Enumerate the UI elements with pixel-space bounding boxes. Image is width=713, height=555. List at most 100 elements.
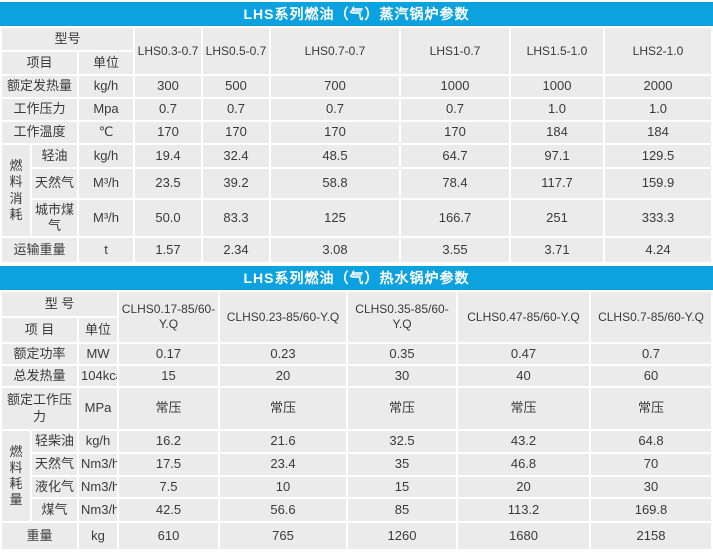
value-cell: 170 [135, 122, 201, 143]
table-row: 城市煤气 M³/h 50.0 83.3 125 166.7 251 333.3 [2, 200, 711, 236]
value-cell: 1.0 [605, 99, 711, 120]
value-cell: 125 [271, 200, 399, 236]
value-cell: 56.6 [220, 499, 346, 521]
fuel-group-label: 燃料消耗 [2, 145, 30, 236]
row-label: 额定发热量 [2, 76, 77, 97]
table-row: 液化气 Nm3/h 7.5 10 15 20 30 [2, 477, 711, 497]
column-header-model: CLHS0.47-85/60-Y.Q [458, 292, 589, 342]
row-label: 天然气 [32, 169, 77, 198]
value-cell: 170 [271, 122, 399, 143]
value-cell: 30 [591, 477, 711, 497]
value-cell: 58.8 [271, 169, 399, 198]
value-cell: 184 [511, 122, 603, 143]
unit-cell: Nm3/h [79, 477, 117, 497]
value-cell: 113.2 [458, 499, 589, 521]
value-cell: 0.7 [401, 99, 509, 120]
header-row-models: 型号 LHS0.3-0.7 LHS0.5-0.7 LHS0.7-0.7 LHS1… [2, 28, 711, 74]
row-label: 重量 [2, 523, 77, 549]
value-cell: 1680 [458, 523, 589, 549]
row-label: 运输重量 [2, 238, 77, 262]
table-row: 额定功率 MW 0.17 0.23 0.35 0.47 0.7 [2, 344, 711, 364]
unit-cell: 104kcal [79, 366, 117, 386]
item-header-label: 项 目 [2, 318, 77, 342]
table-row: 天然气 M³/h 23.5 39.2 58.8 78.4 117.7 159.9 [2, 169, 711, 198]
unit-cell: Mpa [79, 99, 133, 120]
unit-cell: kg/h [79, 76, 133, 97]
unit-cell: kg/h [79, 145, 133, 167]
steam-table-title: LHS系列燃油（气）蒸汽锅炉参数 [0, 2, 713, 26]
value-cell: 50.0 [135, 200, 201, 236]
value-cell: 169.8 [591, 499, 711, 521]
value-cell: 765 [220, 523, 346, 549]
table-row: 煤气 Nm3/h 42.5 56.6 85 113.2 169.8 [2, 499, 711, 521]
row-label: 城市煤气 [32, 200, 77, 236]
row-label: 轻油 [32, 145, 77, 167]
unit-cell: M³/h [79, 200, 133, 236]
value-cell: 48.5 [271, 145, 399, 167]
header-row-models: 型 号 CLHS0.17-85/60-Y.Q CLHS0.23-85/60-Y.… [2, 292, 711, 342]
model-header-label: 型号 [2, 28, 133, 50]
unit-cell: Nm3/h [79, 454, 117, 475]
value-cell: 78.4 [401, 169, 509, 198]
row-label: 煤气 [32, 499, 77, 521]
value-cell: 常压 [119, 388, 218, 429]
value-cell: 64.7 [401, 145, 509, 167]
unit-cell: Nm3/h [79, 499, 117, 521]
value-cell: 常压 [591, 388, 711, 429]
value-cell: 83.3 [203, 200, 269, 236]
value-cell: 20 [458, 477, 589, 497]
table-row: 重量 kg 610 765 1260 1680 2158 [2, 523, 711, 549]
unit-cell: kg [79, 523, 117, 549]
hot-water-boiler-table: 型 号 CLHS0.17-85/60-Y.Q CLHS0.23-85/60-Y.… [0, 290, 713, 551]
value-cell: 700 [271, 76, 399, 97]
value-cell: 70 [591, 454, 711, 475]
value-cell: 常压 [458, 388, 589, 429]
column-header-model: LHS1.5-1.0 [511, 28, 603, 74]
column-header-model: CLHS0.17-85/60-Y.Q [119, 292, 218, 342]
value-cell: 17.5 [119, 454, 218, 475]
column-header-model: LHS0.5-0.7 [203, 28, 269, 74]
value-cell: 32.4 [203, 145, 269, 167]
value-cell: 1.0 [511, 99, 603, 120]
value-cell: 2.34 [203, 238, 269, 262]
column-header-model: LHS1-0.7 [401, 28, 509, 74]
value-cell: 42.5 [119, 499, 218, 521]
value-cell: 23.4 [220, 454, 346, 475]
row-label: 工作温度 [2, 122, 77, 143]
header-row-item-unit: 项目 单位 [2, 52, 711, 74]
table-row: 工作温度 ℃ 170 170 170 170 184 184 [2, 122, 711, 143]
value-cell: 0.7 [135, 99, 201, 120]
value-cell: 0.7 [591, 344, 711, 364]
unit-header-label: 单位 [79, 318, 117, 342]
column-header-model: CLHS0.23-85/60-Y.Q [220, 292, 346, 342]
value-cell: 0.17 [119, 344, 218, 364]
value-cell: 16.2 [119, 431, 218, 452]
column-header-model: LHS0.7-0.7 [271, 28, 399, 74]
row-label: 额定功率 [2, 344, 77, 364]
row-label: 额定工作压力 [2, 388, 77, 429]
value-cell: 21.6 [220, 431, 346, 452]
value-cell: 15 [119, 366, 218, 386]
table-row: 燃料消耗 轻油 kg/h 19.4 32.4 48.5 64.7 97.1 12… [2, 145, 711, 236]
column-header-model: LHS0.3-0.7 [135, 28, 201, 74]
value-cell: 10 [220, 477, 346, 497]
hot-water-table-title: LHS系列燃油（气）热水锅炉参数 [0, 266, 713, 290]
value-cell: 4.24 [605, 238, 711, 262]
column-header-model: LHS2-1.0 [605, 28, 711, 74]
value-cell: 117.7 [511, 169, 603, 198]
table-row: 天然气 Nm3/h 17.5 23.4 35 46.8 70 [2, 454, 711, 475]
value-cell: 333.3 [605, 200, 711, 236]
value-cell: 39.2 [203, 169, 269, 198]
value-cell: 常压 [220, 388, 346, 429]
value-cell: 610 [119, 523, 218, 549]
value-cell: 1260 [348, 523, 456, 549]
value-cell: 46.8 [458, 454, 589, 475]
value-cell: 251 [511, 200, 603, 236]
table-row: 燃料耗量 轻柴油 kg/h 16.2 21.6 32.5 43.2 64.8 [2, 431, 711, 521]
unit-cell: M³/h [79, 169, 133, 198]
value-cell: 0.23 [220, 344, 346, 364]
unit-cell: t [79, 238, 133, 262]
value-cell: 85 [348, 499, 456, 521]
value-cell: 1.57 [135, 238, 201, 262]
value-cell: 2000 [605, 76, 711, 97]
